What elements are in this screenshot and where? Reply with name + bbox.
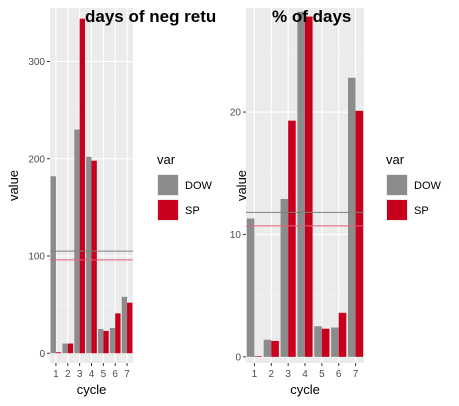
x-axis-title: cycle [290, 382, 320, 397]
x-tick-label: 5 [101, 369, 107, 380]
bar-sp-cycle-2 [271, 340, 279, 357]
x-tick-label: 2 [65, 369, 71, 380]
y-tick-label: 300 [28, 57, 45, 68]
bar-dow-cycle-4 [297, 11, 305, 357]
bar-dow-cycle-4 [86, 156, 92, 354]
bar-dow-cycle-5 [314, 326, 322, 357]
bar-dow-cycle-5 [98, 328, 104, 354]
bar-sp-cycle-5 [103, 330, 109, 354]
bar-dow-cycle-6 [331, 327, 339, 357]
plot-title: days of neg retu [85, 7, 216, 26]
bar-dow-cycle-1 [246, 218, 255, 357]
y-tick-label: 100 [28, 252, 45, 263]
bar-sp-cycle-3 [288, 120, 296, 357]
legend-label-sp: SP [414, 205, 429, 217]
x-tick-label: 3 [285, 369, 291, 380]
bar-sp-cycle-2 [67, 343, 74, 354]
bar-sp-cycle-5 [321, 328, 330, 357]
bar-sp-cycle-4 [305, 16, 313, 357]
x-axis-title: cycle [77, 382, 107, 397]
x-tick-label: 4 [302, 369, 308, 380]
legend-key-dow [158, 175, 178, 195]
bar-dow-cycle-1 [50, 176, 56, 354]
bar-sp-cycle-4 [91, 160, 97, 354]
x-tick-label: 2 [269, 369, 275, 380]
bar-dow-cycle-6 [109, 327, 116, 354]
bar-dow-cycle-7 [121, 296, 128, 354]
legend-label-sp: SP [185, 205, 200, 217]
plot-title: % of days [272, 7, 351, 26]
x-tick-label: 1 [252, 369, 258, 380]
legend-label-dow: DOW [185, 180, 213, 192]
x-tick-label: 7 [124, 369, 130, 380]
chart-panel-1: 0 100 200 300 1 2 3 4 5 6 7 cycle value days of neg r… [6, 7, 216, 397]
y-tick-label: 200 [28, 154, 45, 165]
x-tick-label: 6 [112, 369, 118, 380]
x-tick-label: 5 [319, 369, 325, 380]
bar-sp-cycle-1 [55, 352, 62, 354]
bar-sp-cycle-3 [79, 18, 85, 354]
y-tick-label: 0 [235, 352, 241, 363]
legend-key-dow [387, 175, 407, 195]
legend: var DOW SP [157, 152, 213, 221]
x-tick-label: 3 [77, 369, 83, 380]
y-axis-title: value [6, 170, 21, 201]
bar-sp-cycle-6 [115, 313, 121, 354]
bar-sp-cycle-1 [254, 356, 263, 357]
bar-dow-cycle-3 [74, 129, 80, 354]
chart-panel-2: 0 10 20 1 2 3 4 5 6 7 cycle value % of days var DOW SP [230, 7, 442, 397]
y-axis-title: value [234, 170, 249, 201]
x-tick-label: 6 [336, 369, 342, 380]
legend-key-sp [158, 200, 178, 220]
bar-dow-cycle-7 [347, 77, 356, 357]
legend-title: var [386, 152, 405, 167]
x-tick-label: 4 [89, 369, 95, 380]
legend: var DOW SP [386, 152, 442, 221]
legend-label-dow: DOW [414, 180, 442, 192]
y-tick-label: 0 [39, 349, 45, 360]
bar-dow-cycle-2 [263, 339, 272, 357]
bar-sp-cycle-6 [338, 312, 347, 357]
bar-sp-cycle-7 [127, 302, 133, 354]
bar-sp-cycle-7 [355, 110, 364, 357]
y-tick-label: 10 [230, 230, 242, 241]
bar-dow-cycle-3 [280, 198, 289, 357]
legend-key-sp [387, 200, 407, 220]
bar-dow-cycle-2 [62, 343, 68, 354]
x-tick-label: 7 [353, 369, 359, 380]
legend-title: var [157, 152, 176, 167]
x-tick-label: 1 [53, 369, 59, 380]
y-tick-label: 20 [230, 108, 242, 119]
